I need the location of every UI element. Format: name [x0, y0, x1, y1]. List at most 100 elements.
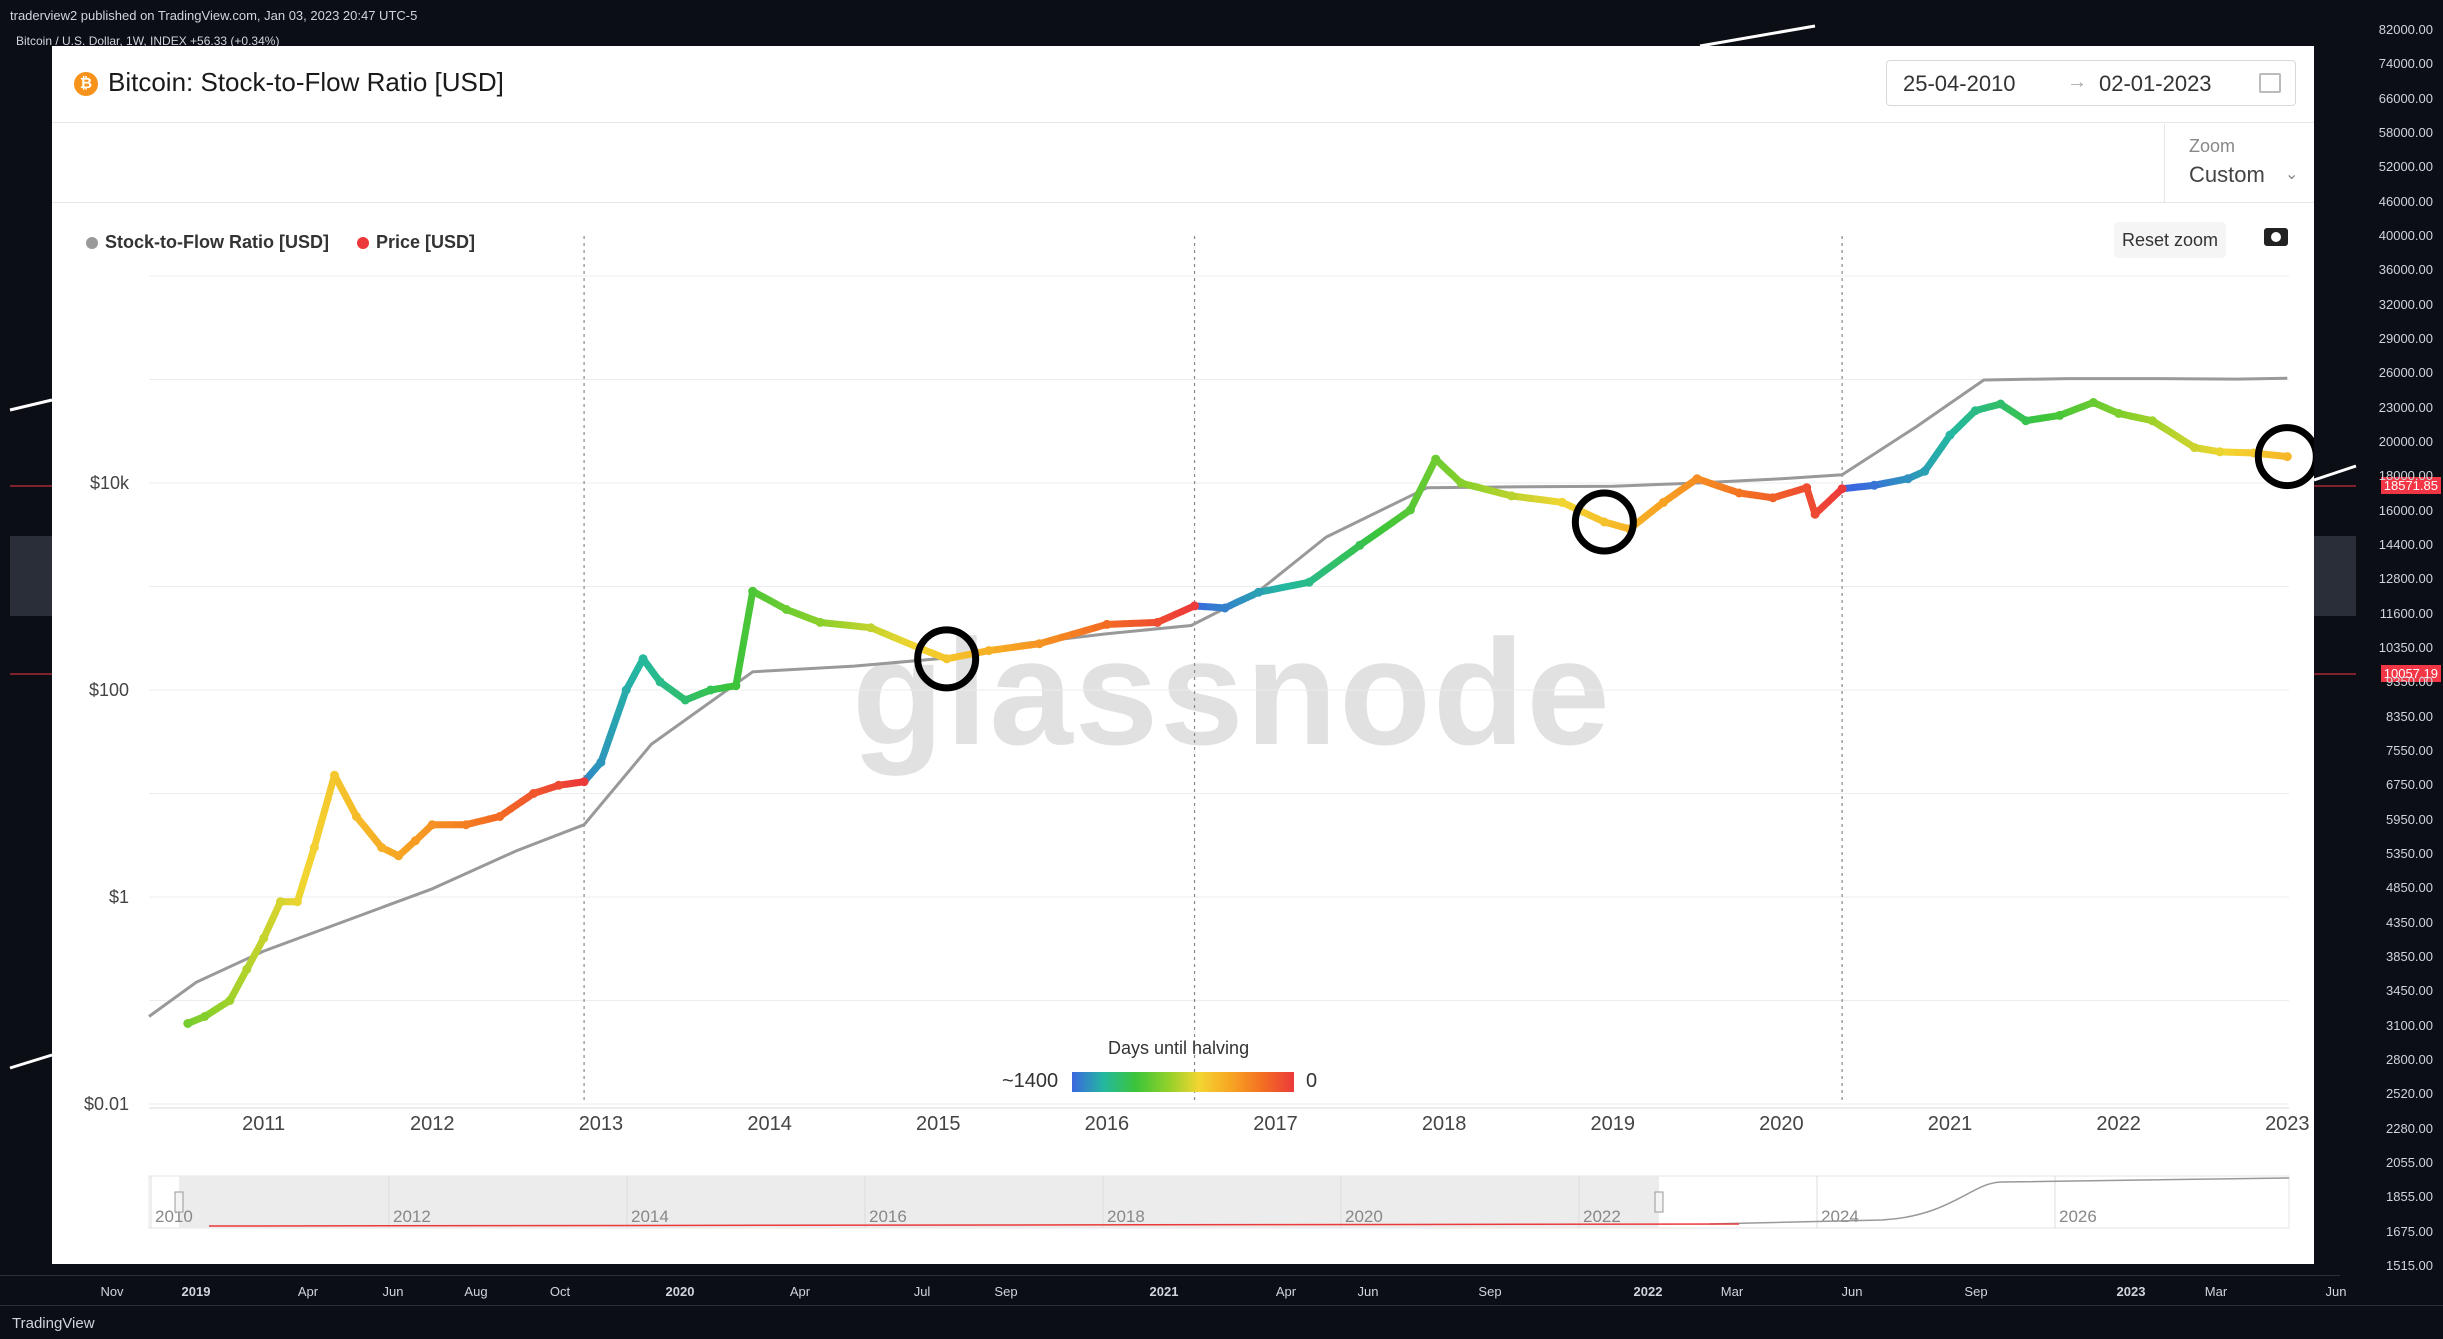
price-point: [748, 587, 757, 596]
price-axis-tick: 12800.00: [2379, 571, 2433, 586]
price-axis-tick: 3450.00: [2386, 983, 2433, 998]
x-tick-label: 2023: [2265, 1113, 2310, 1135]
navigator-label: 2024: [1821, 1207, 1859, 1226]
x-tick-label: 2020: [1759, 1113, 1804, 1135]
y-tick-label: $100: [89, 680, 129, 700]
navigator-handle-right[interactable]: [1655, 1192, 1663, 1212]
price-point: [1870, 481, 1879, 490]
camera-icon[interactable]: [2264, 228, 2288, 246]
legend-item[interactable]: Stock-to-Flow Ratio [USD]: [86, 232, 329, 253]
colorbar-max-label: 0: [1306, 1070, 1317, 1093]
price-point: [330, 771, 339, 780]
x-tick-label: 2015: [916, 1113, 961, 1135]
price-point: [1659, 498, 1668, 507]
price-axis-tick: 82000.00: [2379, 22, 2433, 37]
price-point: [554, 781, 563, 790]
price-point: [1507, 491, 1516, 500]
s2f-series-line: [149, 378, 2287, 1016]
price-point: [352, 812, 361, 821]
legend-label: Price [USD]: [376, 232, 475, 252]
price-point: [1735, 489, 1744, 498]
price-point: [259, 934, 268, 943]
price-point: [495, 812, 504, 821]
reset-zoom-button[interactable]: Reset zoom: [2114, 222, 2226, 258]
price-axis-tick: 16000.00: [2379, 503, 2433, 518]
chart-legend[interactable]: Stock-to-Flow Ratio [USD] Price [USD]: [86, 232, 503, 253]
price-axis-tick: 7550.00: [2386, 743, 2433, 758]
colorbar-title: Days until halving: [1108, 1038, 1249, 1059]
price-point: [462, 820, 471, 829]
price-point: [942, 654, 951, 663]
price-point: [1558, 498, 1567, 507]
price-axis-tick: 11600.00: [2380, 606, 2433, 621]
price-point: [2114, 409, 2123, 418]
navigator-label: 2016: [869, 1207, 907, 1226]
price-axis-tick: 8350.00: [2386, 709, 2433, 724]
price-point: [225, 996, 234, 1005]
price-point: [1431, 455, 1440, 464]
colorbar-min-label: ~1400: [1002, 1070, 1058, 1093]
price-point: [656, 677, 665, 686]
price-point: [731, 681, 740, 690]
time-axis-tick: Sep: [1964, 1284, 1987, 1299]
price-axis-tick: 18000.00: [2379, 468, 2433, 483]
price-axis-tick: 5350.00: [2386, 846, 2433, 861]
legend-dot-icon: [357, 237, 369, 249]
navigator-handle-left[interactable]: [175, 1192, 183, 1212]
price-point: [984, 646, 993, 655]
price-point: [377, 843, 386, 852]
legend-item[interactable]: Price [USD]: [357, 232, 475, 253]
price-point: [2021, 416, 2030, 425]
price-axis-tick: 5950.00: [2386, 812, 2433, 827]
price-point: [2055, 411, 2064, 420]
price-point: [394, 851, 403, 860]
price-axis-tick: 4850.00: [2386, 880, 2433, 895]
x-tick-label: 2011: [242, 1113, 285, 1135]
navigator-label: 2020: [1345, 1207, 1383, 1226]
price-axis-tick: 2520.00: [2386, 1086, 2433, 1101]
price-point: [1996, 400, 2005, 409]
price-axis-tick: 14400.00: [2379, 537, 2433, 552]
price-point: [782, 605, 791, 614]
price-point: [1102, 620, 1111, 629]
time-axis-tick: Mar: [2205, 1284, 2227, 1299]
time-axis-tick: Aug: [464, 1284, 487, 1299]
time-axis-tick: 2020: [666, 1284, 695, 1299]
price-point: [2190, 443, 2199, 452]
time-axis-tick: 2019: [182, 1284, 211, 1299]
price-axis-tick: 2800.00: [2386, 1052, 2433, 1067]
price-point: [2148, 416, 2157, 425]
y-tick-label: $1: [109, 887, 129, 907]
price-point: [2215, 447, 2224, 456]
navigator-label: 2014: [631, 1207, 669, 1226]
time-axis-tick: Apr: [298, 1284, 318, 1299]
price-point: [1971, 406, 1980, 415]
legend-dot-icon: [86, 237, 98, 249]
price-axis-tick: 9350.00: [2386, 674, 2433, 689]
price-axis-tick: 32000.00: [2379, 297, 2433, 312]
price-point: [1802, 483, 1811, 492]
price-point: [1946, 431, 1955, 440]
price-point: [580, 777, 589, 786]
navigator-label: 2010: [155, 1207, 193, 1226]
price-point: [1693, 474, 1702, 483]
price-point: [1220, 604, 1229, 613]
price-point: [1769, 493, 1778, 502]
price-axis-tick: 36000.00: [2379, 262, 2433, 277]
price-point: [596, 758, 605, 767]
time-axis-tick: Jun: [1358, 1284, 1379, 1299]
y-tick-label: $0.01: [84, 1094, 129, 1114]
time-axis-tick: Jun: [1842, 1284, 1863, 1299]
price-point: [1838, 484, 1847, 493]
price-axis-tick: 1855.00: [2386, 1189, 2433, 1204]
x-tick-label: 2017: [1253, 1113, 1298, 1135]
price-point: [1190, 601, 1199, 610]
time-axis-tick: Mar: [1721, 1284, 1743, 1299]
time-axis-tick: 2022: [1634, 1284, 1663, 1299]
x-tick-label: 2022: [2096, 1113, 2141, 1135]
price-axis-tick: 29000.00: [2379, 331, 2433, 346]
price-point: [529, 789, 538, 798]
price-point: [1811, 510, 1820, 519]
